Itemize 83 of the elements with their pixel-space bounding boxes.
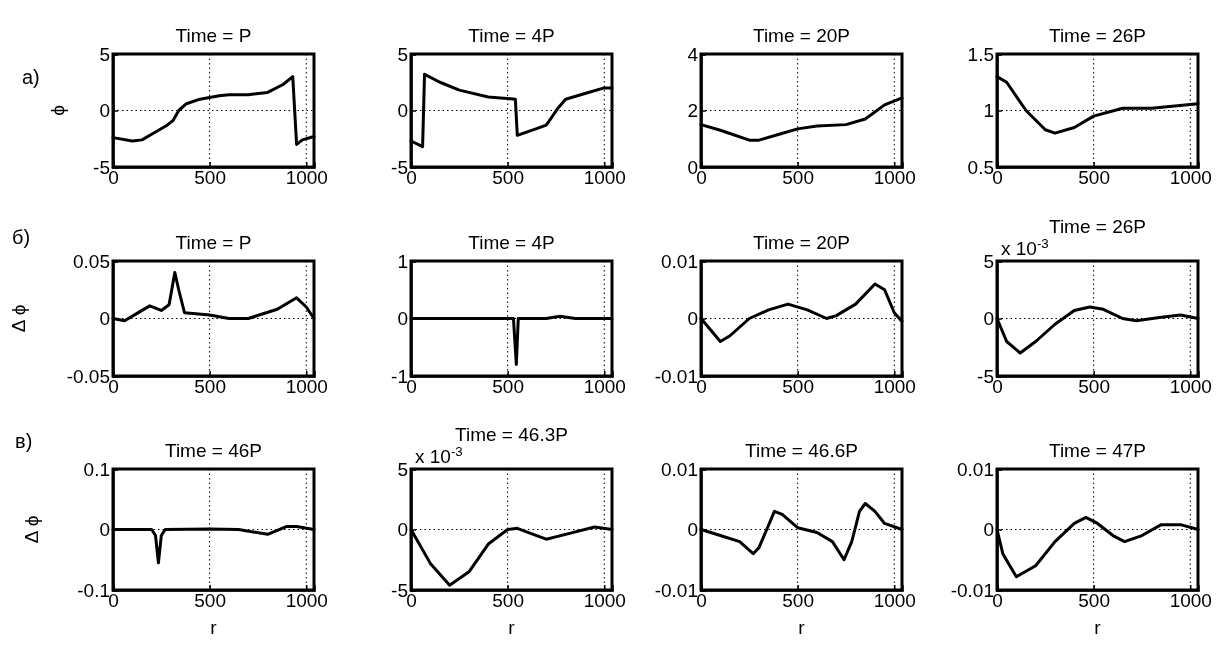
y-tick-label: 1 — [983, 100, 994, 122]
x-axis-title: r — [798, 617, 806, 638]
y-tick-label: -5 — [977, 365, 994, 387]
y-tick-label: 0.5 — [967, 156, 994, 178]
x-axis-title: r — [1094, 617, 1102, 638]
text: x 10$^{-3}$ — [1001, 235, 1049, 259]
y-tick-label: -0.05 — [66, 365, 110, 387]
text: б) — [12, 226, 31, 248]
y-tick-label: -0.01 — [950, 579, 994, 601]
x-tick-label: 500 — [194, 590, 226, 612]
y-tick-label: 0 — [99, 519, 110, 541]
chart-title: Time = 4P — [468, 25, 555, 46]
x-tick-label: 1000 — [285, 590, 328, 612]
y-tick-label: -5 — [93, 156, 110, 178]
y-tick-label: 0 — [397, 308, 408, 330]
x-tick-label: 500 — [782, 376, 814, 398]
x-tick-label: 1000 — [583, 590, 626, 612]
x-tick-label: 1000 — [1169, 167, 1212, 189]
y-tick-label: -1 — [391, 365, 408, 387]
x-axis-title: r — [508, 617, 516, 638]
y-tick-label: 0 — [397, 519, 408, 541]
x-tick-label: 500 — [492, 167, 524, 189]
chart-title: Time = 47P — [1049, 440, 1146, 461]
x-tick-label: 500 — [492, 376, 524, 398]
y-tick-label: 0.05 — [73, 250, 110, 272]
y-tick-label: 0.01 — [957, 458, 994, 480]
y-tick-label: 0 — [687, 308, 698, 330]
y-axis-title: ϕ — [47, 105, 68, 116]
text: x 10$^{-3}$ — [415, 443, 463, 467]
chart-title: Time = 26P — [1049, 25, 1146, 46]
y-tick-label: -0.01 — [654, 365, 698, 387]
y-tick-label: 5 — [99, 43, 110, 65]
x-tick-label: 1000 — [873, 590, 916, 612]
y-tick-label: 0 — [99, 308, 110, 330]
x-tick-label: 1000 — [285, 376, 328, 398]
chart-title: Time = 4P — [468, 232, 555, 253]
x-tick-label: 500 — [1078, 590, 1110, 612]
x-tick-label: 1000 — [1169, 376, 1212, 398]
y-tick-label: 0 — [687, 519, 698, 541]
y-axis-title: Δ ϕ — [21, 515, 42, 544]
chart-title: Time = 20P — [753, 232, 850, 253]
chart-title: Time = 20P — [753, 25, 850, 46]
y-tick-label: 0 — [983, 308, 994, 330]
x-tick-label: 1000 — [285, 167, 328, 189]
chart-title: Time = 46P — [165, 440, 262, 461]
x-tick-label: 1000 — [873, 167, 916, 189]
x-tick-label: 500 — [782, 167, 814, 189]
y-tick-label: -0.1 — [77, 579, 110, 601]
chart-title: Time = P — [175, 232, 252, 253]
y-tick-label: 5 — [983, 250, 994, 272]
x-tick-label: 500 — [1078, 376, 1110, 398]
y-tick-label: 5 — [397, 458, 408, 480]
y-tick-label: 1 — [397, 250, 408, 272]
y-tick-label: 0 — [983, 519, 994, 541]
x-axis-title: r — [210, 617, 218, 638]
chart-title: Time = P — [175, 25, 252, 46]
text: а) — [22, 66, 40, 88]
x-tick-label: 500 — [782, 590, 814, 612]
x-tick-label: 500 — [492, 590, 524, 612]
x-tick-label: 500 — [1078, 167, 1110, 189]
y-tick-label: 0.01 — [661, 250, 698, 272]
y-tick-label: 0 — [397, 100, 408, 122]
y-tick-label: 5 — [397, 43, 408, 65]
y-tick-label: -5 — [391, 156, 408, 178]
chart-title: Time = 26P — [1049, 216, 1146, 237]
x-tick-label: 1000 — [583, 376, 626, 398]
x-tick-label: 1000 — [1169, 590, 1212, 612]
y-axis-title: Δ ϕ — [8, 304, 29, 333]
y-tick-label: -0.01 — [654, 579, 698, 601]
y-tick-label: 0 — [99, 100, 110, 122]
chart-title: Time = 46.3P — [455, 424, 568, 445]
y-tick-label: 2 — [687, 100, 698, 122]
chart-title: Time = 46.6P — [745, 440, 858, 461]
y-tick-label: 4 — [687, 43, 699, 65]
x-tick-label: 500 — [194, 376, 226, 398]
y-tick-label: 0.01 — [661, 458, 698, 480]
y-tick-label: -5 — [391, 579, 408, 601]
x-tick-label: 1000 — [583, 167, 626, 189]
y-tick-label: 1.5 — [967, 43, 994, 65]
x-tick-label: 1000 — [873, 376, 916, 398]
text: в) — [15, 430, 33, 452]
x-tick-label: 500 — [194, 167, 226, 189]
y-tick-label: 0.1 — [83, 458, 110, 480]
